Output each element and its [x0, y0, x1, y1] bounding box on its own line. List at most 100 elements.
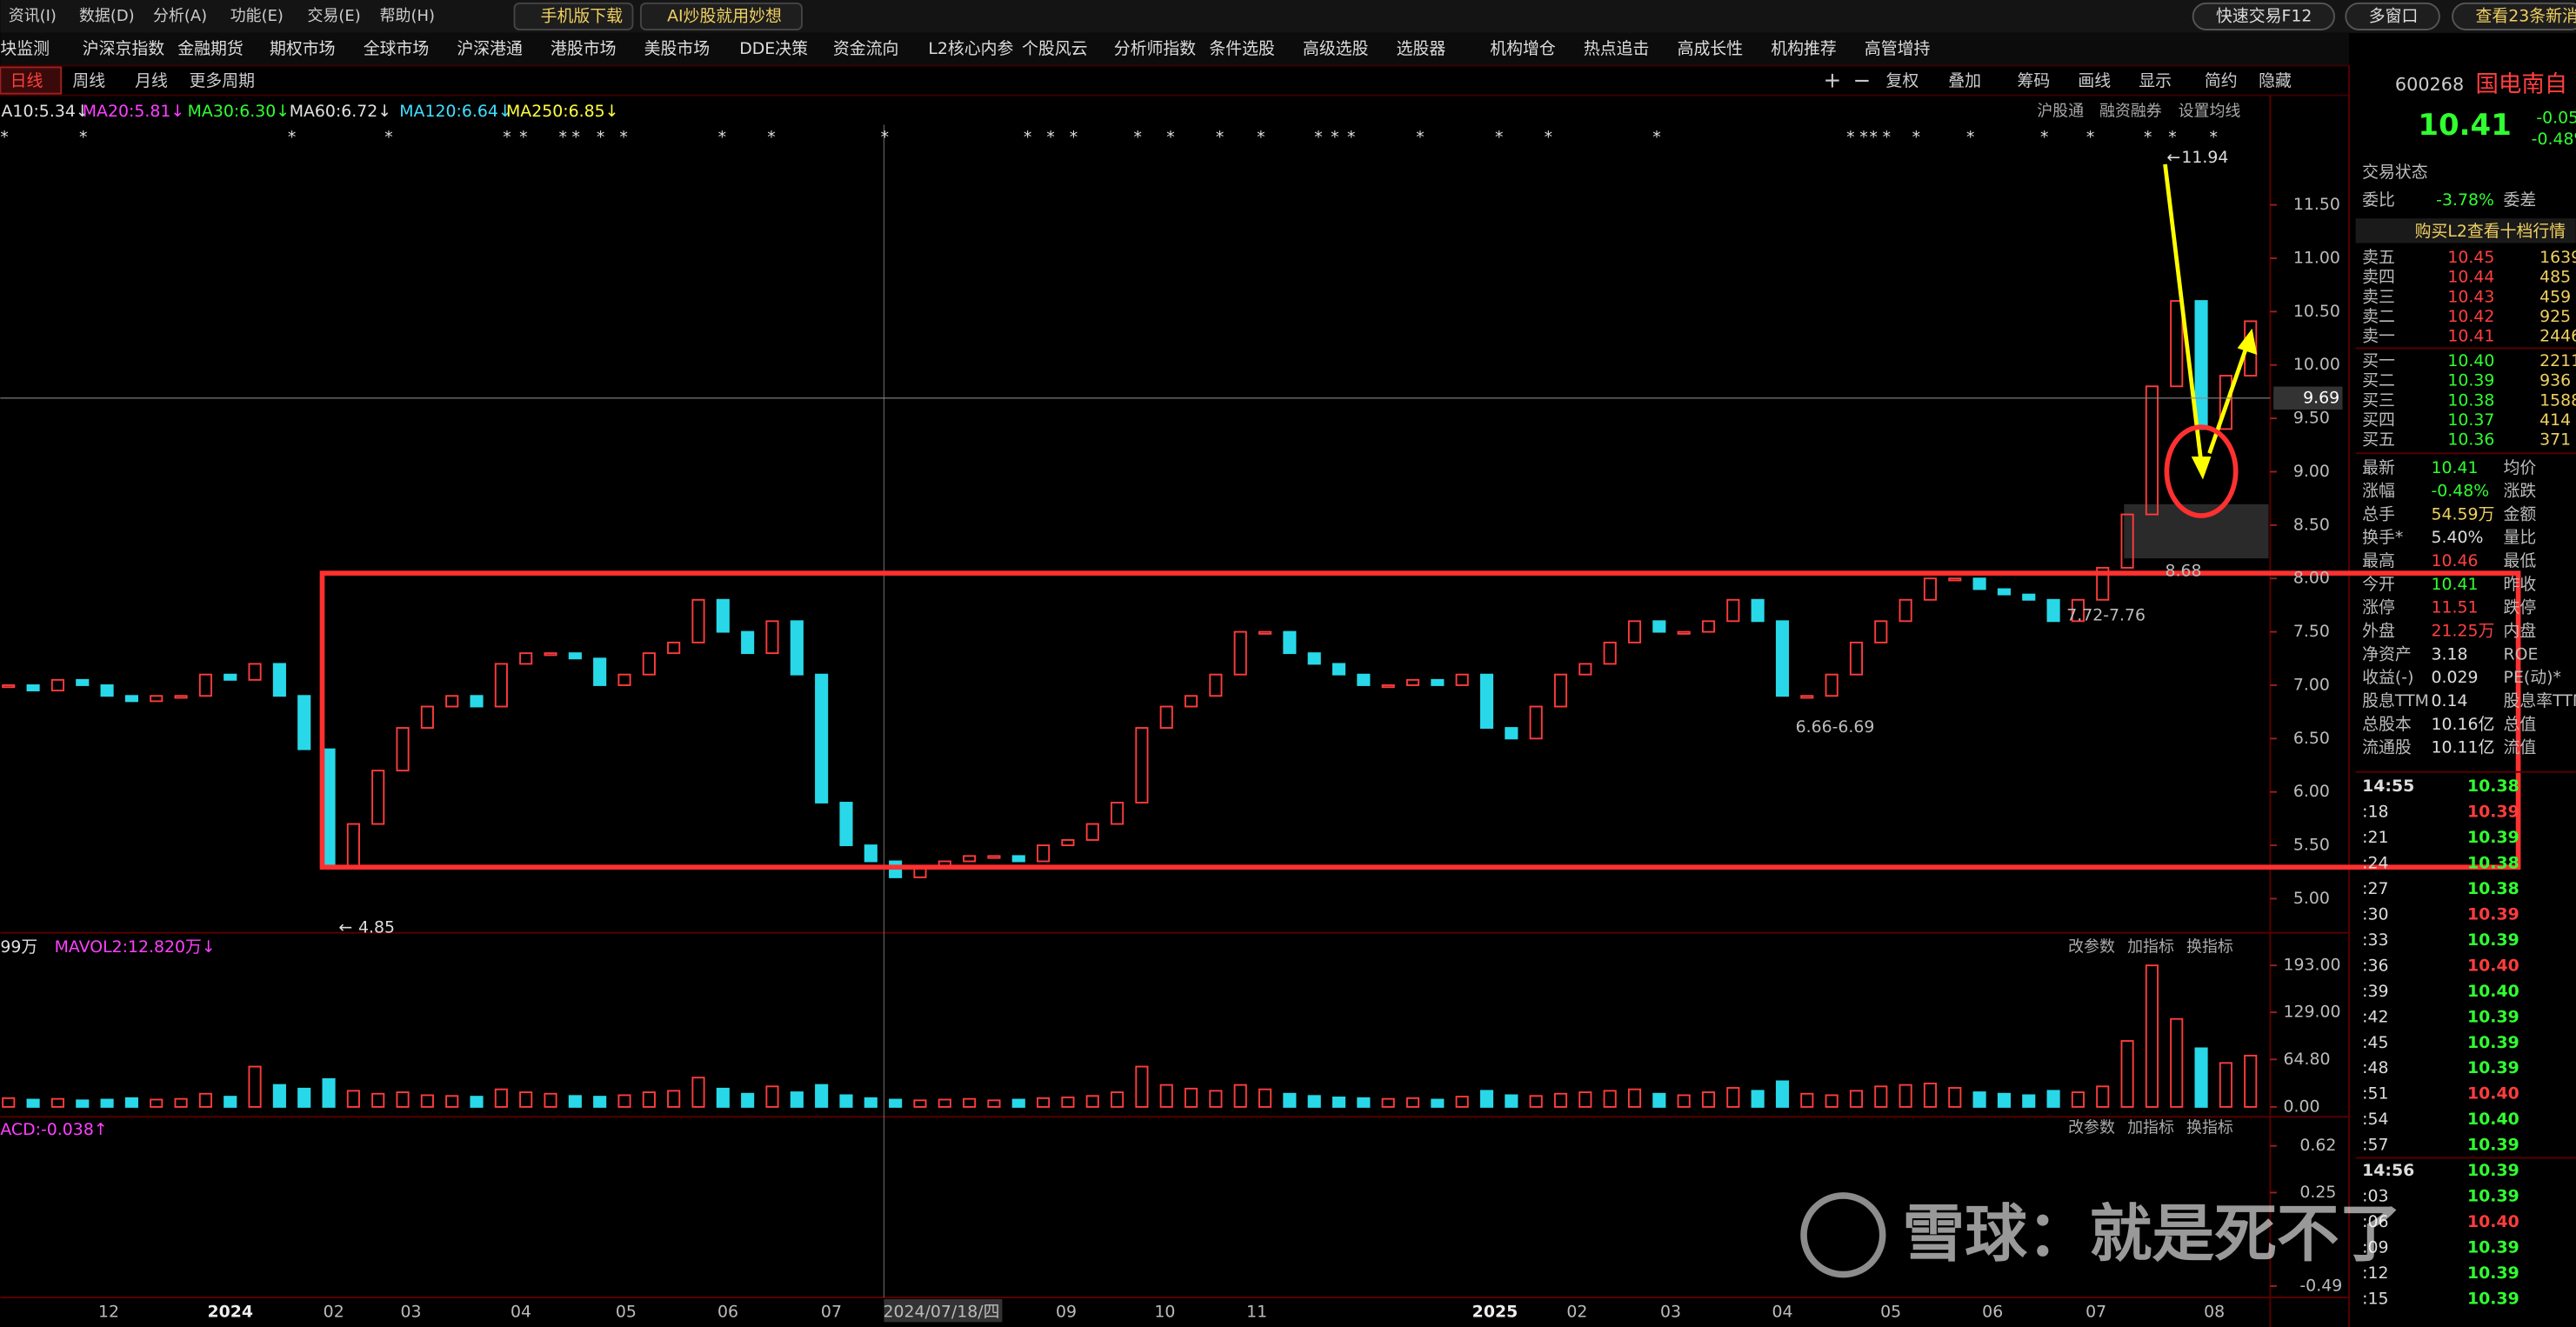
ma-link[interactable]: 融资融券	[2099, 102, 2162, 120]
nav-item[interactable]: 高成长性	[1678, 39, 1744, 58]
volume-bar	[470, 1096, 484, 1108]
toolbar-button[interactable]: 隐藏	[2259, 71, 2292, 90]
volume-bar	[1775, 1080, 1790, 1108]
nav-item[interactable]: 机构增仓	[1490, 39, 1556, 58]
nav-item[interactable]: 期权市场	[270, 39, 336, 58]
ma-link[interactable]: 设置均线	[2179, 102, 2241, 120]
button-label[interactable]: 查看23条新消	[2475, 6, 2576, 25]
nav-item[interactable]: 个股风云	[1022, 39, 1088, 58]
candle	[1381, 684, 1395, 689]
y-tick-label: 10.00	[2293, 355, 2340, 374]
nav-item[interactable]: 选股器	[1397, 39, 1446, 58]
volume-bar	[765, 1085, 779, 1108]
panel-tool[interactable]: 改参数	[2068, 1118, 2115, 1137]
button	[639, 2, 803, 30]
candle	[1405, 678, 1420, 686]
toolbar-button[interactable]: 显示	[2139, 71, 2172, 90]
candle	[1603, 641, 1617, 665]
period-tab[interactable]: 更多周期	[190, 71, 256, 90]
nav-item[interactable]: 条件选股	[1209, 39, 1275, 58]
menu-item[interactable]: 分析(A)	[153, 7, 207, 25]
candle	[396, 727, 410, 772]
nav-item[interactable]: L2核心内参	[928, 39, 1013, 58]
book-price: 10.42	[2447, 307, 2494, 326]
period-tab[interactable]: 日线	[10, 71, 43, 90]
button-label[interactable]: 多窗口	[2369, 6, 2419, 25]
price-box	[2273, 386, 2343, 410]
menu-item[interactable]: 资讯(I)	[9, 7, 57, 25]
arrow-head	[2237, 328, 2258, 355]
toolbar-button[interactable]: 画线	[2078, 71, 2111, 90]
button-label[interactable]: 手机版下载	[541, 6, 623, 25]
volume-bar	[150, 1098, 164, 1108]
candle	[1431, 678, 1445, 686]
book-volume: 1588	[2539, 390, 2576, 410]
toolbar-button[interactable]: 复权	[1885, 71, 1919, 90]
menu-item[interactable]: 功能(E)	[230, 7, 284, 25]
book-label: 卖二	[2362, 307, 2395, 326]
y-tick-label: 9.00	[2293, 462, 2330, 481]
nav-item[interactable]: 分析师指数	[1114, 39, 1196, 58]
nav-item[interactable]: 块监测	[0, 39, 50, 58]
menu-item[interactable]: 数据(D)	[79, 7, 135, 25]
book-label: 卖五	[2362, 248, 2395, 267]
ma-link[interactable]: 沪股通	[2037, 102, 2084, 120]
period-tab[interactable]: 周线	[72, 71, 105, 90]
nav-item[interactable]: 机构推荐	[1771, 39, 1837, 58]
tick-price: 10.40	[2467, 1110, 2519, 1129]
candle	[568, 652, 582, 660]
ma-legend: MA60:6.72↓	[290, 102, 391, 121]
period-tab[interactable]: 月线	[135, 71, 168, 90]
nav-item[interactable]: 沪深京指数	[83, 39, 164, 58]
volume-tick-label: 64.80	[2283, 1050, 2330, 1069]
panel-tool[interactable]: 换指标	[2186, 1118, 2233, 1137]
l2-link[interactable]: 购买L2查看十档行情	[2415, 222, 2566, 241]
toolbar-button[interactable]: 叠加	[1948, 71, 1981, 90]
panel-tool[interactable]: 加指标	[2127, 938, 2174, 957]
toolbar-button[interactable]: 简约	[2205, 71, 2238, 90]
nav-item[interactable]: 沪深港通	[457, 39, 523, 58]
nav-item[interactable]: 全球市场	[364, 39, 430, 58]
nav-item[interactable]: 港股市场	[551, 39, 617, 58]
event-marker: *	[1912, 128, 1920, 147]
nav-item[interactable]: 高级选股	[1303, 39, 1369, 58]
candle	[1800, 695, 1814, 699]
nav-item[interactable]: 金融期货	[177, 39, 244, 58]
book-price: 10.36	[2447, 430, 2494, 450]
candle	[494, 663, 508, 708]
volume-bar	[1529, 1095, 1543, 1108]
panel-tool[interactable]: 换指标	[2186, 938, 2233, 957]
menu-item[interactable]: 帮助(H)	[380, 7, 435, 25]
button-label[interactable]: 快速交易F12	[2216, 6, 2312, 25]
volume-bar	[1849, 1090, 1864, 1108]
stat-label: 最新	[2362, 458, 2395, 477]
panel-tool[interactable]: 加指标	[2127, 1118, 2174, 1137]
nav-item[interactable]: 美股市场	[644, 39, 711, 58]
nav-item[interactable]: 热点追击	[1584, 39, 1650, 58]
menu-item[interactable]: 交易(E)	[307, 7, 360, 25]
book-volume: 414	[2539, 410, 2571, 430]
arrow	[2163, 163, 2204, 463]
stat-label: 最低	[2504, 551, 2537, 570]
tick-price: 10.40	[2467, 1084, 2519, 1104]
toolbar-button[interactable]: +	[1824, 67, 1842, 92]
toolbar-button[interactable]: 筹码	[2018, 71, 2051, 90]
nav-item[interactable]: 高管增持	[1865, 39, 1931, 58]
candle	[790, 620, 804, 676]
toolbar-button[interactable]: −	[1853, 67, 1872, 92]
tick-time: 14:56	[2362, 1161, 2414, 1180]
x-tick-label: 2024	[207, 1303, 253, 1322]
button-label[interactable]: AI炒股就用妙想	[667, 6, 782, 25]
stat-label: 净资产	[2362, 644, 2412, 664]
volume-bar	[1135, 1065, 1149, 1108]
panel-tool[interactable]: 改参数	[2068, 938, 2115, 957]
volume-bar	[1553, 1092, 1568, 1108]
nav-item[interactable]: 资金流向	[833, 39, 899, 58]
candle	[1061, 838, 1075, 847]
event-marker: *	[558, 128, 566, 147]
x-tick-label: 12	[98, 1303, 119, 1322]
volume-bar	[593, 1096, 607, 1108]
volume-bar	[1111, 1091, 1124, 1108]
event-marker: *	[1545, 128, 1552, 147]
nav-item[interactable]: DDE决策	[739, 39, 808, 58]
